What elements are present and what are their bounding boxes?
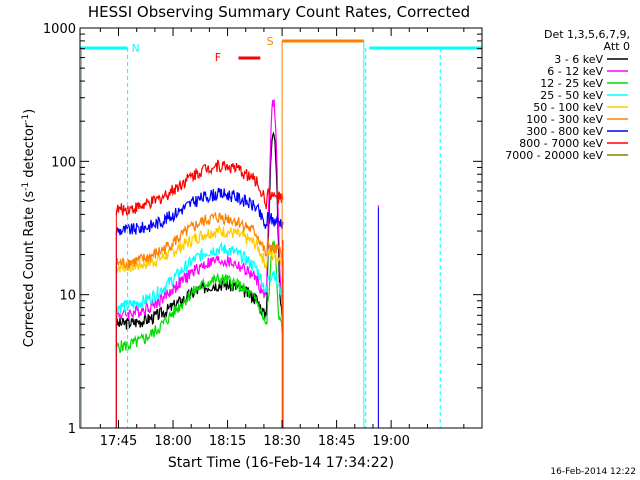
annotation-f: F: [215, 51, 221, 64]
chart-title: HESSI Observing Summary Count Rates, Cor…: [88, 3, 470, 21]
x-tick-label: 18:15: [209, 434, 246, 449]
legend-header: Det 1,3,5,6,7,9,: [544, 28, 630, 41]
legend-label: 7000 - 20000 keV: [505, 149, 603, 162]
x-tick-label: 17:45: [100, 434, 137, 449]
x-tick-label: 18:45: [318, 434, 355, 449]
legend-label: 3 - 6 keV: [554, 53, 603, 66]
y-tick-label: 1000: [43, 22, 76, 37]
y-tick-label: 10: [59, 289, 76, 304]
x-tick-label: 19:00: [372, 434, 409, 449]
legend-label: 50 - 100 keV: [533, 101, 603, 114]
legend-header: Att 0: [604, 40, 630, 53]
y-axis: 1 10 100 1000: [43, 22, 482, 437]
series-line-2: [115, 240, 284, 353]
legend-label: 25 - 50 keV: [540, 89, 603, 102]
plot-frame: [79, 27, 483, 429]
y-tick-label: 100: [51, 155, 76, 170]
series-line-6: [115, 187, 284, 236]
annotation-s: S: [267, 35, 274, 48]
timestamp: 16-Feb-2014 12:22: [550, 467, 636, 477]
series-line-3: [115, 241, 284, 314]
y-axis-label: Corrected Count Rate (s-1 detector-1): [21, 109, 37, 347]
x-axis-label: Start Time (16-Feb-14 17:34:22): [168, 455, 394, 471]
x-tick-label: 18:00: [154, 434, 191, 449]
series-layer: [115, 99, 379, 428]
series-line-5: [115, 211, 284, 271]
annotation-n: N: [131, 42, 139, 55]
series-line-4: [115, 225, 284, 275]
legend-label: 12 - 25 keV: [540, 77, 603, 90]
legend-label: 6 - 12 keV: [547, 65, 603, 78]
legend-label: 100 - 300 keV: [526, 113, 603, 126]
legend-label: 800 - 7000 keV: [519, 137, 603, 150]
x-axis: 17:45 18:00 18:15 18:30 18:45 19:00: [100, 28, 465, 449]
series-line-7: [115, 159, 284, 216]
x-tick-label: 18:30: [263, 434, 300, 449]
y-tick-label: 1: [68, 422, 76, 437]
series-line-1: [115, 99, 284, 321]
legend-label: 300 - 800 keV: [526, 125, 603, 138]
